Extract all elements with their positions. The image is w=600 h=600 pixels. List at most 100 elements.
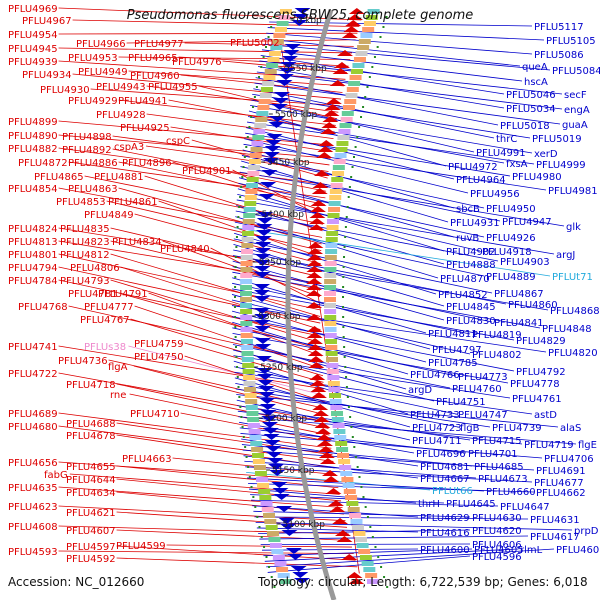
gene-category-block (324, 321, 337, 326)
leader-line-pflu4991 (251, 99, 475, 153)
leader-line-pflu4603 (266, 548, 555, 568)
guide-dot (258, 76, 261, 78)
gene-category-block (240, 255, 253, 260)
guide-dot (270, 576, 273, 578)
gene-label-pflu4723: PFLU4723 (412, 423, 462, 434)
reverse-gene-arrow (313, 416, 330, 422)
gene-category-block (276, 21, 289, 26)
leader-line-pflu4969 (58, 7, 362, 21)
leader-line-pflu4939 (58, 60, 346, 80)
leader-line-pflu4706 (240, 433, 543, 459)
forward-gene-arrow (256, 368, 273, 374)
guide-dot (236, 226, 239, 228)
gene-label-pflu4931: PFLU4931 (450, 218, 500, 229)
gene-label-pflu4830: PFLU4830 (446, 316, 496, 327)
gene-category-block (243, 375, 256, 380)
leader-line-astd (234, 371, 533, 415)
leader-line-guaa (254, 82, 561, 125)
guide-dot (342, 306, 345, 308)
leader-line-pflu5019 (252, 93, 531, 139)
gene-category-block (324, 333, 337, 338)
reverse-gene-arrow (310, 386, 327, 392)
reverse-gene-arrow (306, 272, 323, 278)
gene-label-pflu4603: PFLU4603 (556, 545, 600, 556)
guide-dot (263, 546, 266, 548)
gene-category-block (357, 45, 370, 50)
leader-line-fxsa (247, 116, 505, 164)
gene-category-block (324, 285, 337, 290)
gene-label-secf: secF (564, 90, 587, 101)
reverse-gene-arrow (318, 140, 335, 146)
leader-line-prpd (255, 522, 573, 531)
gene-label-pflu4955: PFLU4955 (148, 82, 198, 93)
reverse-gene-arrow (329, 80, 346, 86)
gene-category-block (334, 435, 347, 440)
guide-dot (345, 216, 348, 218)
gene-category-block (342, 105, 355, 110)
gene-label-pflu4685: PFLU4685 (474, 462, 524, 473)
gene-label-pflu4861: PFLU4861 (108, 197, 158, 208)
leader-line-ruvb (238, 177, 455, 238)
reverse-gene-arrow (347, 14, 364, 20)
gene-category-block (326, 369, 339, 374)
gene-label-pflu4841: PFLU4841 (494, 318, 544, 329)
reverse-gene-arrow (332, 68, 349, 74)
forward-gene-arrow (254, 266, 271, 272)
forward-gene-arrow (269, 470, 286, 476)
gene-label-pflu4691: PFLU4691 (536, 466, 586, 477)
gene-category-block (324, 255, 337, 260)
gene-category-block (268, 537, 281, 542)
guide-dot (234, 296, 237, 298)
reverse-gene-arrow (317, 146, 334, 152)
gene-category-block (353, 57, 366, 62)
gene-category-block (251, 447, 264, 452)
gene-category-block (253, 465, 266, 470)
guide-dot (346, 396, 349, 398)
gene-category-block (279, 9, 292, 14)
gene-label-pflu4607: PFLU4607 (66, 526, 116, 537)
gene-label-pflu4813: PFLU4813 (8, 237, 58, 248)
leader-line-pflu4812 (110, 253, 321, 317)
gene-category-block (362, 27, 375, 32)
reverse-gene-arrow (306, 326, 323, 332)
reverse-gene-arrow (306, 290, 323, 296)
gene-category-block (325, 237, 338, 242)
leader-line-pflu4882 (58, 147, 327, 186)
guide-dot (342, 266, 345, 268)
leader-line-rlml (264, 548, 519, 562)
gene-label-pflu4966: PFLU4966 (76, 39, 126, 50)
gene-category-block (353, 531, 366, 536)
gene-label-glk: glk (566, 222, 581, 233)
guide-dot (260, 536, 263, 538)
gene-label-pflu4881: PFLU4881 (94, 172, 144, 183)
guide-dot (243, 156, 246, 158)
gene-label-pflu4681: PFLU4681 (420, 462, 470, 473)
gene-category-block (327, 381, 340, 386)
gene-label-pflu4644: PFLU4644 (66, 475, 116, 486)
gene-category-block (326, 363, 339, 368)
leader-line-secf (259, 60, 563, 95)
gene-category-block (349, 513, 362, 518)
gene-category-block (260, 501, 273, 506)
leader-line-pflu4802 (231, 299, 471, 355)
guide-dot (237, 216, 240, 218)
gene-category-block (356, 543, 369, 548)
gene-category-block (358, 549, 371, 554)
gene-category-block (352, 63, 365, 68)
reverse-gene-arrow (341, 554, 358, 560)
reverse-gene-arrow (306, 314, 323, 320)
guide-dot (273, 586, 276, 588)
gene-label-pflu4901: PFLU4901 (182, 166, 232, 177)
leader-line-pflu4660 (247, 477, 485, 492)
reverse-gene-arrow (306, 338, 323, 344)
gene-category-block (243, 207, 256, 212)
guide-dot (234, 286, 237, 288)
gene-label-pflu4750: PFLU4750 (134, 352, 184, 363)
gene-label-fxsa: fxsA (506, 159, 528, 170)
gene-label-pflu4655: PFLU4655 (66, 462, 116, 473)
gene-label-pflu4939: PFLU4939 (8, 57, 58, 68)
leader-line-pflu4872 (68, 161, 326, 199)
gene-category-block (329, 393, 342, 398)
forward-gene-arrow (255, 230, 272, 236)
guide-dot (373, 56, 376, 58)
